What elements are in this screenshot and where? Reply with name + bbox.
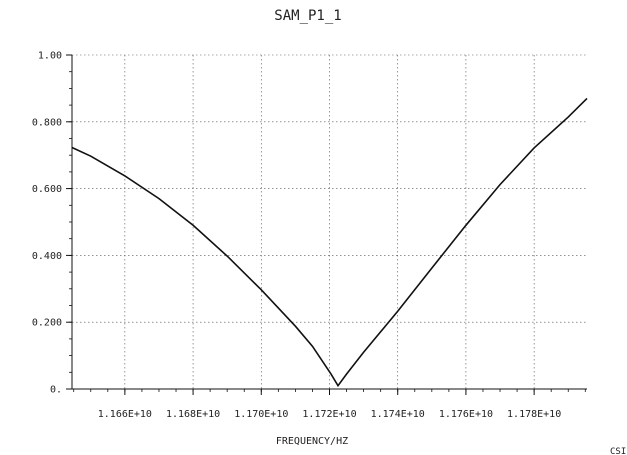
y-tick-label: 1.00 — [38, 51, 62, 62]
x-tick-label: 1.166E+10 — [98, 409, 152, 420]
y-tick-label: 0.400 — [32, 251, 62, 262]
series-line — [72, 98, 587, 385]
x-ticks: 1.166E+10 1.168E+10 1.170E+10 1.172E+10 1.17… — [74, 389, 586, 420]
x-tick-label: 1.172E+10 — [302, 409, 356, 420]
corner-text: CSI — [610, 447, 626, 455]
x-tick-label: 1.168E+10 — [166, 409, 220, 420]
x-axis-label: FREQUENCY/HZ — [276, 436, 348, 447]
x-tick-label: 1.176E+10 — [439, 409, 493, 420]
y-tick-label: 0.200 — [32, 318, 62, 329]
y-tick-label: 0. — [50, 385, 62, 396]
chart-title: SAM_P1_1 — [274, 8, 341, 24]
x-tick-label: 1.174E+10 — [371, 409, 425, 420]
x-tick-label: 1.170E+10 — [234, 409, 288, 420]
x-tick-label: 1.178E+10 — [507, 409, 561, 420]
y-tick-label: 0.600 — [32, 184, 62, 195]
y-tick-label: 0.800 — [32, 117, 62, 128]
grid — [72, 55, 587, 389]
y-ticks: 0. 0.200 0.400 0.600 0.800 1.00 — [32, 51, 72, 396]
axes — [72, 55, 587, 389]
